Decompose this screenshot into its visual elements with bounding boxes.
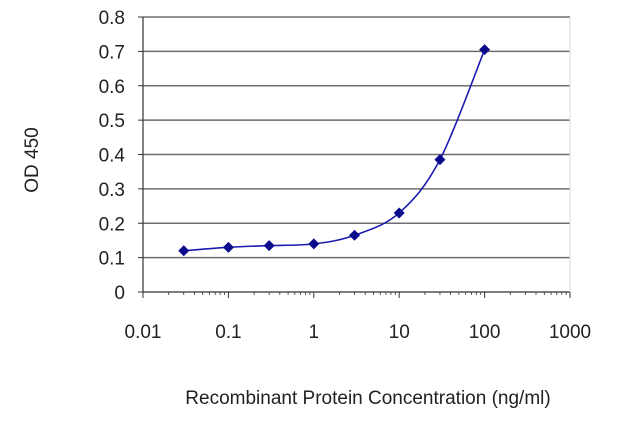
y-axis-title: OD 450 [22,127,43,192]
series-layer [178,44,491,257]
y-tick-label: 0.5 [99,111,125,132]
grid-layer [143,16,570,259]
data-point [393,207,405,219]
x-tick-label: 0.1 [215,322,241,343]
y-tick-label: 0.1 [99,249,125,270]
y-tick-label: 0.7 [99,42,125,63]
x-tick-label: 0.01 [125,322,162,343]
x-axis-title: Recombinant Protein Concentration (ng/ml… [185,388,550,409]
x-tick-label: 1000 [549,322,591,343]
y-tick-label: 0.3 [99,180,125,201]
data-point [479,44,491,56]
y-tick-label: 0.8 [99,8,125,29]
data-point [349,229,361,241]
data-point [308,238,320,250]
series-line [183,49,486,252]
data-point [178,245,190,257]
data-point [222,241,234,253]
x-tick-label: 1 [309,322,320,343]
data-point [263,240,275,252]
label-layer: 0 0.1 0.2 0.3 0.4 0.5 0.6 0.7 0.8 0.01 0.1 1 10 100 10… [99,8,592,343]
y-tick-label: 0.4 [99,146,126,167]
y-tick-label: 0.2 [99,214,125,235]
axis-layer [138,16,571,298]
x-tick-label: 10 [389,322,410,343]
y-tick-label: 0.6 [99,77,125,98]
x-tick-label: 100 [469,322,501,343]
y-tick-label: 0 [114,283,125,304]
data-point [434,154,446,166]
